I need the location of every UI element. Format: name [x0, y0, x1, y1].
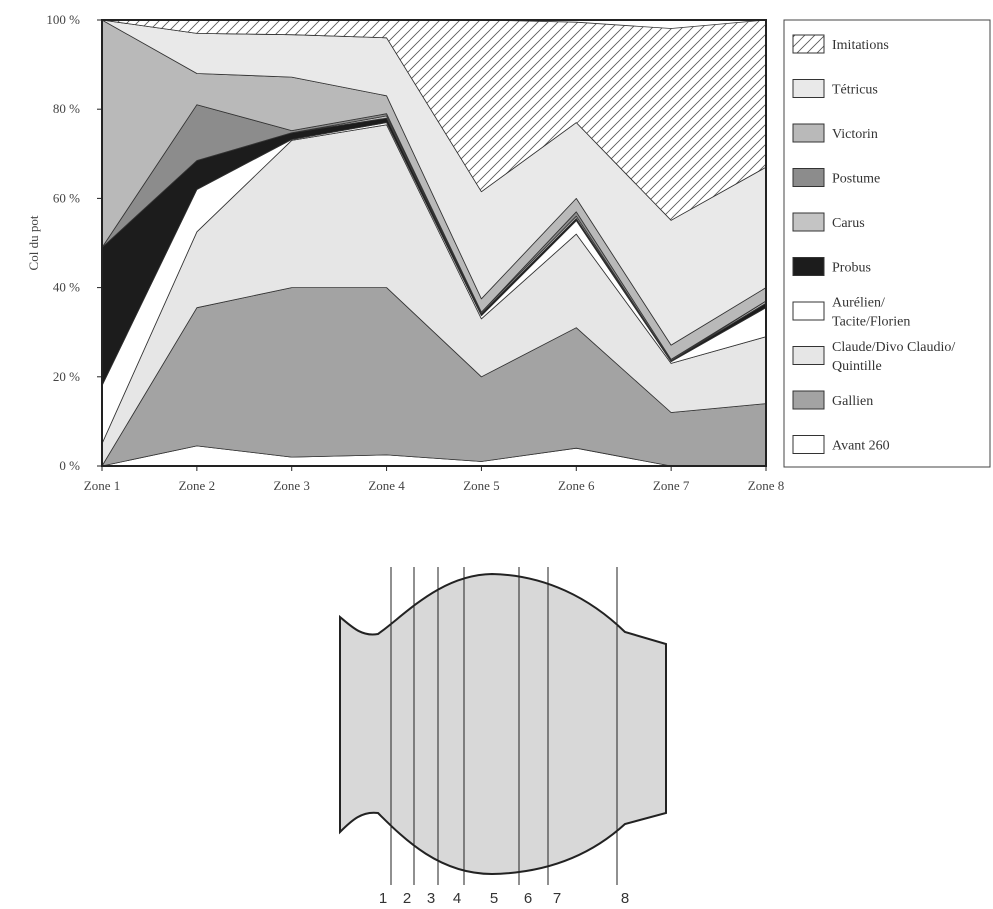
zone-number: 1	[379, 890, 387, 907]
y-tick-label: 20 %	[53, 369, 80, 384]
legend-swatch-imitations	[792, 34, 825, 54]
x-tick-label: Zone 5	[463, 478, 499, 493]
legend-label-claude: Claude/Divo Claudio/	[832, 340, 955, 355]
legend-swatch-carus	[792, 212, 825, 232]
zone-number: 3	[427, 890, 435, 907]
legend-label-aurelien: Tacite/Florien	[832, 315, 910, 330]
y-tick-label: 60 %	[53, 190, 80, 205]
legend-label-avant260: Avant 260	[832, 439, 890, 454]
zone-division-lines	[390, 567, 618, 885]
y-tick-label: 40 %	[53, 280, 80, 295]
pot-outline	[339, 572, 667, 876]
x-tick-label: Zone 4	[368, 478, 405, 493]
legend-swatch-avant260	[792, 435, 825, 454]
y-tick-label: 0 %	[59, 458, 80, 473]
y-tick-label: 80 %	[53, 101, 80, 116]
legend-swatch-claude	[792, 346, 825, 365]
zone-number: 8	[621, 890, 629, 907]
legend-swatch-aurelien	[792, 301, 825, 321]
x-axis: Zone 1 Zone 2 Zone 3 Zone 4 Zone 5 Zone 6 Zone…	[84, 466, 784, 493]
plot-frame	[101, 19, 767, 467]
legend-label-aurelien: Aurélien/	[832, 296, 885, 311]
stacked-area-chart: 0 %20 %40 %60 %80 %100 % Zone 1 Zone 2 Zon…	[26, 12, 784, 493]
zone-number: 7	[553, 890, 561, 907]
legend-swatch-probus	[792, 257, 825, 276]
legend-label-probus: Probus	[832, 261, 871, 276]
zone-number: 6	[524, 890, 532, 907]
area-layers	[101, 19, 767, 467]
legend-swatch-postume	[792, 168, 825, 187]
legend-label-imitations: Imitations	[832, 38, 889, 53]
y-axis: 0 % 20 % 40 % 60 % 80 % 100 %	[46, 12, 102, 473]
x-tick-label: Zone 7	[653, 478, 690, 493]
legend-label-claude: Quintille	[832, 359, 882, 374]
y-tick-label: 100 %	[46, 12, 80, 27]
legend-label-gallien: Gallien	[832, 394, 873, 409]
zone-number: 4	[453, 890, 461, 907]
legend-swatch-victorin	[792, 123, 825, 143]
zone-number: 2	[403, 890, 411, 907]
legend-label-tetricus: Tétricus	[832, 83, 878, 98]
legend-swatch-tetricus	[792, 79, 825, 98]
legend: Imitations Tétricus Victorin Postume Carus Pr…	[783, 19, 991, 468]
zone-number: 5	[490, 890, 498, 907]
x-tick-label: Zone 3	[273, 478, 309, 493]
x-tick-label: Zone 2	[179, 478, 215, 493]
legend-label-postume: Postume	[832, 172, 880, 187]
legend-label-victorin: Victorin	[832, 127, 878, 142]
x-tick-label: Zone 1	[84, 478, 120, 493]
legend-swatch-gallien	[792, 390, 825, 410]
x-tick-label: Zone 6	[558, 478, 595, 493]
legend-label-carus: Carus	[832, 216, 865, 231]
x-tick-label: Zone 8	[748, 478, 784, 493]
y-axis-title: Col du pot	[26, 215, 41, 270]
